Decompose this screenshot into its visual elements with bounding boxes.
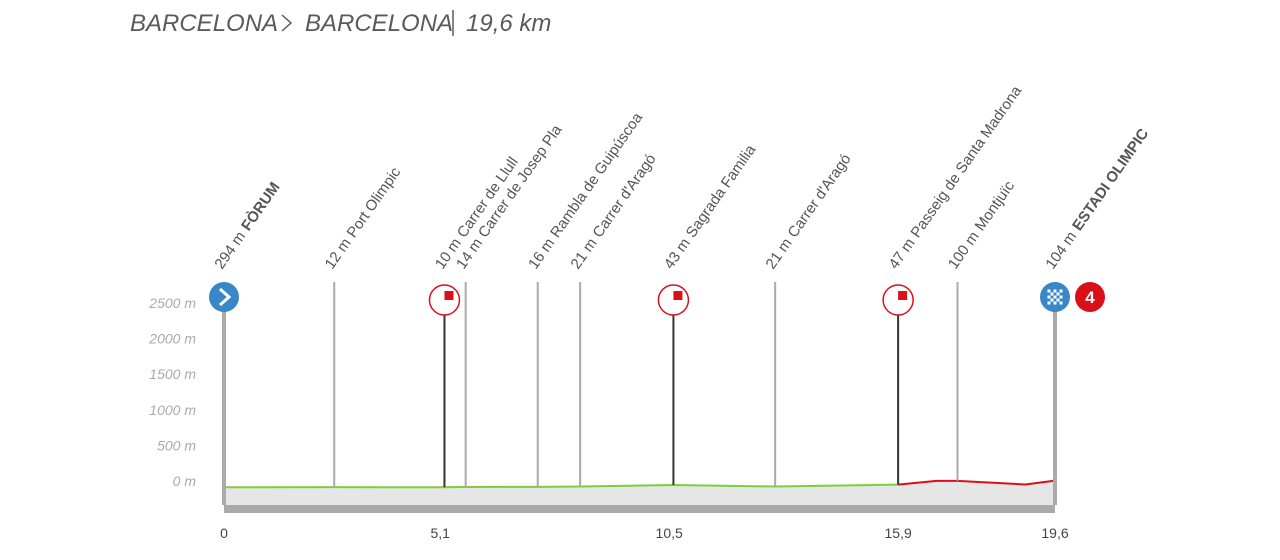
profile-fill — [224, 480, 1055, 505]
x-tick-label: 19,6 — [1041, 525, 1068, 541]
finish-check — [1056, 298, 1060, 302]
y-tick-label: 1000 m — [149, 402, 196, 418]
finish-check — [1050, 292, 1054, 296]
start-arrow — [219, 287, 232, 307]
waypoint-name: Montjuïc — [972, 177, 1019, 234]
y-tick-label: 2000 m — [148, 331, 196, 347]
waypoint-altitude: 100 m — [945, 228, 983, 272]
finish-check — [1053, 289, 1057, 293]
waypoint-name: ESTADI OLIMPIC — [1069, 125, 1152, 234]
profile-line — [223, 483, 899, 489]
finish-check — [1047, 289, 1051, 293]
stage-number: 4 — [1085, 288, 1095, 307]
waypoint-altitude: 43 m — [661, 235, 694, 272]
waypoint-name: Sagrada Familia — [683, 141, 760, 241]
finish-check — [1056, 292, 1060, 296]
finish-check — [1050, 298, 1054, 302]
waypoint-name: Passeig de Santa Madrona — [907, 82, 1025, 241]
finish-check — [1059, 301, 1063, 305]
waypoint-altitude: 294 m — [211, 228, 249, 272]
start-icon — [209, 282, 239, 312]
waypoint-label: 294 mFÒRUM — [211, 179, 284, 273]
start-city: BARCELONA — [130, 10, 278, 37]
x-tick-label: 10,5 — [656, 525, 683, 541]
finish-check — [1059, 295, 1063, 299]
intermediate-flag — [444, 291, 454, 300]
waypoint-altitude: 16 m — [525, 235, 558, 272]
baseline-bar — [224, 505, 1055, 513]
waypoint-label: 12 mPort Olimpic — [322, 164, 405, 272]
waypoint-label: 100 mMontjuïc — [945, 177, 1019, 272]
waypoint-altitude: 21 m — [567, 235, 600, 272]
x-tick-label: 15,9 — [885, 525, 912, 541]
waypoint-label: 43 mSagrada Familia — [661, 141, 760, 272]
waypoint-label: 21 mCarrer d'Aragó — [763, 151, 855, 272]
finish-city: BARCELONA — [305, 10, 453, 37]
waypoint-label: 104 mESTADI OLIMPIC — [1042, 125, 1152, 272]
distance: 19,6 km — [466, 10, 551, 37]
finish-check — [1047, 301, 1051, 305]
finish-check — [1053, 301, 1057, 305]
y-tick-label: 0 m — [173, 473, 197, 489]
x-tick-label: 0 — [220, 525, 228, 541]
waypoint-altitude: 12 m — [322, 235, 355, 272]
waypoint-altitude: 21 m — [763, 235, 796, 272]
y-tick-label: 2500 m — [148, 295, 196, 311]
waypoint-label: 47 mPasseig de Santa Madrona — [885, 82, 1025, 272]
finish-check — [1047, 295, 1051, 299]
waypoint-name: FÒRUM — [237, 179, 283, 234]
y-tick-label: 500 m — [157, 437, 196, 453]
chevron — [281, 14, 293, 32]
waypoint-name: Carrer d'Aragó — [785, 151, 855, 241]
finish-check — [1053, 295, 1057, 299]
waypoint-altitude: 47 m — [885, 235, 918, 272]
intermediate-flag — [673, 291, 683, 300]
finish-check — [1059, 289, 1063, 293]
y-tick-label: 1500 m — [149, 366, 196, 382]
waypoint-altitude: 104 m — [1042, 228, 1080, 272]
waypoint-name: Port Olimpic — [344, 164, 405, 241]
intermediate-flag — [898, 291, 908, 300]
stage-badge — [1075, 282, 1105, 312]
x-tick-label: 5,1 — [430, 525, 450, 541]
